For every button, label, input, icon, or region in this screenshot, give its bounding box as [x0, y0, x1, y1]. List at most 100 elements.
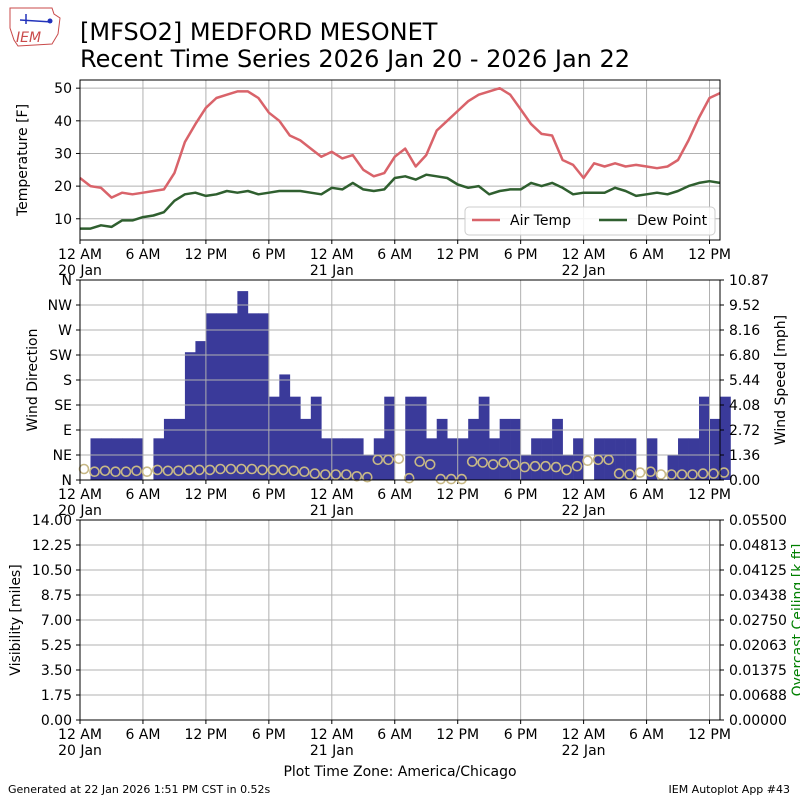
- wind-speed-marker: [445, 473, 457, 485]
- y2-tick-label: 0.01375: [729, 663, 787, 679]
- y-axis-label: Visibility [miles]: [8, 564, 24, 675]
- wind-speed-marker: [414, 456, 426, 467]
- wind-direction-bar: [174, 418, 186, 480]
- x-tick-label: 6 PM: [504, 247, 538, 263]
- y2-tick-label: 0.00688: [729, 688, 787, 704]
- wind-direction-bar: [321, 438, 333, 480]
- wind-speed-marker: [676, 469, 688, 480]
- y2-tick-label: 5.44: [729, 373, 760, 389]
- wind-speed-marker: [550, 461, 562, 473]
- wind-speed-marker: [120, 466, 132, 478]
- wind-direction-bar: [226, 313, 238, 480]
- wind-speed-marker: [498, 457, 510, 468]
- y2-tick-label: 0.04125: [729, 563, 787, 579]
- wind-speed-marker: [624, 469, 635, 480]
- wind-speed-marker: [267, 464, 279, 476]
- wind-direction-bar: [153, 438, 165, 480]
- y2-tick-label: 0.00: [729, 473, 760, 489]
- wind-speed-marker: [194, 464, 205, 476]
- legend-entry: Dew Point: [637, 213, 708, 229]
- wind-direction-bar: [625, 438, 637, 480]
- wind-speed-marker: [257, 464, 268, 476]
- wind-speed-marker: [456, 473, 468, 485]
- x-tick-label: 6 PM: [252, 727, 286, 743]
- logo-dot-icon: [47, 18, 53, 24]
- wind-direction-bar: [457, 438, 469, 480]
- wind-direction-bar: [100, 438, 112, 480]
- y-tick-label: N: [62, 473, 72, 489]
- wind-speed-marker: [330, 469, 342, 480]
- wind-speed-marker: [215, 463, 226, 475]
- x-tick-sublabel: 21 Jan: [310, 263, 354, 279]
- wind-speed-marker: [351, 470, 363, 482]
- y-tick-label: 1.75: [41, 688, 72, 704]
- wind-speed-marker: [89, 466, 100, 478]
- x-tick-sublabel: 20 Jan: [58, 743, 102, 759]
- timezone-label: Plot Time Zone: America/Chicago: [283, 764, 516, 780]
- wind-speed-marker: [519, 461, 531, 473]
- wind-speed-marker: [277, 464, 289, 476]
- generated-timestamp: Generated at 22 Jan 2026 1:51 PM CST in …: [8, 783, 271, 796]
- y2-tick-label: 0.02063: [729, 638, 787, 654]
- wind-direction-bar: [132, 438, 144, 480]
- y-tick-label: 40: [54, 114, 72, 130]
- wind-direction-bar: [615, 438, 626, 480]
- y-tick-label: 10.50: [32, 563, 72, 579]
- x-tick-label: 6 AM: [125, 247, 160, 263]
- wind-direction-bar: [289, 396, 301, 480]
- y-tick-label: W: [58, 323, 72, 339]
- x-tick-label: 12 AM: [58, 487, 102, 503]
- y-tick-label: 50: [54, 81, 72, 97]
- y2-tick-label: 4.08: [729, 398, 760, 414]
- wind-direction-bar: [195, 341, 207, 480]
- x-tick-label: 12 AM: [562, 487, 606, 503]
- x-tick-sublabel: 20 Jan: [58, 263, 102, 279]
- wind-direction-bar: [447, 438, 458, 480]
- y-tick-label: S: [63, 373, 72, 389]
- x-tick-sublabel: 22 Jan: [562, 503, 606, 519]
- wind-direction-bar: [121, 438, 133, 480]
- wind-speed-marker: [393, 453, 405, 465]
- wind-direction-bar: [688, 438, 700, 480]
- x-tick-label: 12 PM: [436, 247, 479, 263]
- wind-direction-bar: [709, 418, 721, 480]
- wind-direction-bar: [352, 438, 364, 480]
- x-tick-sublabel: 21 Jan: [310, 743, 354, 759]
- x-tick-label: 6 PM: [504, 487, 538, 503]
- wind-direction-bar: [562, 455, 574, 480]
- wind-speed-marker: [571, 460, 583, 472]
- wind-direction-bar: [184, 352, 196, 480]
- y2-tick-label: 2.72: [729, 423, 760, 439]
- wind-direction-bar: [531, 438, 542, 480]
- wind-direction-bar: [300, 418, 312, 480]
- wind-speed-marker: [99, 465, 111, 477]
- wind-direction-bar: [468, 418, 479, 480]
- wind-speed-marker: [540, 460, 551, 472]
- wind-direction-bar: [415, 396, 427, 480]
- x-tick-label: 12 PM: [436, 487, 479, 503]
- x-tick-label: 12 PM: [185, 727, 228, 743]
- y2-tick-label: 0.02750: [729, 613, 787, 629]
- y-tick-label: NW: [48, 298, 72, 314]
- x-tick-label: 6 PM: [252, 247, 286, 263]
- y2-axis-label: Overcast Ceiling [k ft]: [790, 544, 800, 697]
- wind-direction-bar: [373, 438, 385, 480]
- x-tick-sublabel: 22 Jan: [562, 263, 606, 279]
- y-tick-label: SE: [54, 398, 72, 414]
- x-tick-label: 6 AM: [629, 727, 664, 743]
- wind-direction-bar: [478, 396, 490, 480]
- x-tick-label: 12 AM: [310, 487, 354, 503]
- wind-speed-marker: [183, 464, 195, 476]
- wind-speed-marker: [110, 466, 121, 478]
- wind-speed-marker: [645, 466, 656, 478]
- x-tick-sublabel: 20 Jan: [58, 503, 102, 519]
- y-axis-label: Wind Direction: [25, 329, 41, 432]
- wind-speed-marker: [634, 467, 646, 478]
- y2-tick-label: 0.03438: [729, 588, 787, 604]
- y2-tick-label: 8.16: [729, 323, 760, 339]
- y2-tick-label: 6.80: [729, 348, 760, 364]
- wind-speed-marker: [131, 465, 142, 477]
- x-tick-label: 6 PM: [504, 727, 538, 743]
